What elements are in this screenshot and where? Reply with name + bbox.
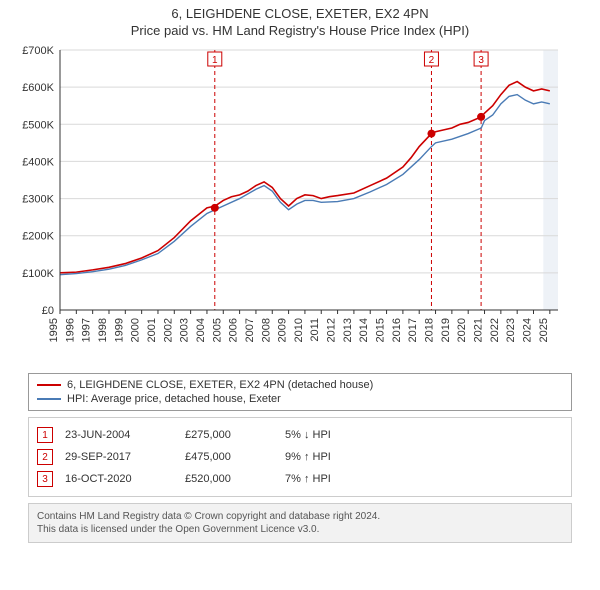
- svg-text:2016: 2016: [391, 318, 403, 342]
- legend-swatch: [37, 398, 61, 400]
- svg-text:3: 3: [478, 55, 484, 66]
- footer: Contains HM Land Registry data © Crown c…: [28, 503, 572, 543]
- svg-text:2: 2: [429, 55, 435, 66]
- svg-text:2005: 2005: [211, 318, 223, 342]
- event-date: 29-SEP-2017: [65, 451, 185, 463]
- event-date: 23-JUN-2004: [65, 429, 185, 441]
- svg-text:2011: 2011: [309, 318, 321, 342]
- svg-text:£200K: £200K: [22, 231, 54, 243]
- page-title: 6, LEIGHDENE CLOSE, EXETER, EX2 4PN: [8, 6, 592, 21]
- svg-text:2002: 2002: [162, 318, 174, 342]
- svg-text:1995: 1995: [48, 318, 60, 342]
- svg-text:2013: 2013: [342, 318, 354, 342]
- svg-text:2004: 2004: [195, 318, 207, 342]
- event-delta: 5% ↓ HPI: [285, 429, 385, 441]
- svg-text:2014: 2014: [358, 318, 370, 342]
- svg-text:2025: 2025: [538, 318, 550, 342]
- svg-text:2008: 2008: [260, 318, 272, 342]
- event-price: £475,000: [185, 451, 285, 463]
- chart-area: £0 £100K £200K £300K £400K £500K £600K £700K 199…: [8, 44, 592, 369]
- svg-text:2009: 2009: [277, 318, 289, 342]
- svg-text:2001: 2001: [146, 318, 158, 342]
- svg-text:2010: 2010: [293, 318, 305, 342]
- svg-text:1: 1: [212, 55, 218, 66]
- svg-text:£300K: £300K: [22, 194, 54, 206]
- svg-text:2018: 2018: [424, 318, 436, 342]
- page-container: 6, LEIGHDENE CLOSE, EXETER, EX2 4PN Pric…: [0, 0, 600, 551]
- svg-text:2015: 2015: [375, 318, 387, 342]
- event-price: £520,000: [185, 473, 285, 485]
- svg-text:2022: 2022: [489, 318, 501, 342]
- svg-text:2007: 2007: [244, 318, 256, 342]
- svg-text:2020: 2020: [456, 318, 468, 342]
- legend-swatch: [37, 384, 61, 386]
- event-delta: 7% ↑ HPI: [285, 473, 385, 485]
- page-subtitle: Price paid vs. HM Land Registry's House …: [8, 23, 592, 38]
- svg-text:1998: 1998: [97, 318, 109, 342]
- events-table: 1 23-JUN-2004 £275,000 5% ↓ HPI 2 29-SEP…: [28, 417, 572, 497]
- svg-text:1996: 1996: [64, 318, 76, 342]
- footer-line: Contains HM Land Registry data © Crown c…: [37, 510, 563, 523]
- title-block: 6, LEIGHDENE CLOSE, EXETER, EX2 4PN Pric…: [8, 6, 592, 38]
- footer-line: This data is licensed under the Open Gov…: [37, 523, 563, 536]
- svg-text:1999: 1999: [113, 318, 125, 342]
- svg-text:2012: 2012: [326, 318, 338, 342]
- svg-text:2017: 2017: [407, 318, 419, 342]
- legend: 6, LEIGHDENE CLOSE, EXETER, EX2 4PN (det…: [28, 373, 572, 411]
- svg-text:2006: 2006: [228, 318, 240, 342]
- svg-text:£600K: £600K: [22, 82, 54, 94]
- legend-item: 6, LEIGHDENE CLOSE, EXETER, EX2 4PN (det…: [37, 378, 563, 392]
- table-row: 3 16-OCT-2020 £520,000 7% ↑ HPI: [37, 468, 563, 490]
- event-marker: 2: [37, 449, 53, 465]
- svg-text:2024: 2024: [522, 318, 534, 342]
- svg-text:1997: 1997: [81, 318, 93, 342]
- svg-text:£500K: £500K: [22, 119, 54, 131]
- svg-text:2003: 2003: [179, 318, 191, 342]
- event-price: £275,000: [185, 429, 285, 441]
- svg-text:£0: £0: [42, 305, 54, 317]
- svg-text:£700K: £700K: [22, 45, 54, 57]
- svg-text:£100K: £100K: [22, 268, 54, 280]
- line-chart: £0 £100K £200K £300K £400K £500K £600K £700K 199…: [8, 44, 568, 364]
- table-row: 2 29-SEP-2017 £475,000 9% ↑ HPI: [37, 446, 563, 468]
- table-row: 1 23-JUN-2004 £275,000 5% ↓ HPI: [37, 424, 563, 446]
- event-delta: 9% ↑ HPI: [285, 451, 385, 463]
- legend-item: HPI: Average price, detached house, Exet…: [37, 392, 563, 406]
- event-marker: 3: [37, 471, 53, 487]
- svg-text:2000: 2000: [130, 318, 142, 342]
- event-date: 16-OCT-2020: [65, 473, 185, 485]
- legend-label: 6, LEIGHDENE CLOSE, EXETER, EX2 4PN (det…: [67, 379, 373, 391]
- svg-text:2023: 2023: [505, 318, 517, 342]
- legend-label: HPI: Average price, detached house, Exet…: [67, 393, 281, 405]
- svg-text:2019: 2019: [440, 318, 452, 342]
- event-marker: 1: [37, 427, 53, 443]
- svg-text:£400K: £400K: [22, 156, 54, 168]
- svg-text:2021: 2021: [473, 318, 485, 342]
